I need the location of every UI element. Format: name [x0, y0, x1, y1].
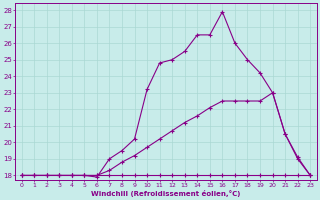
X-axis label: Windchill (Refroidissement éolien,°C): Windchill (Refroidissement éolien,°C): [91, 190, 241, 197]
